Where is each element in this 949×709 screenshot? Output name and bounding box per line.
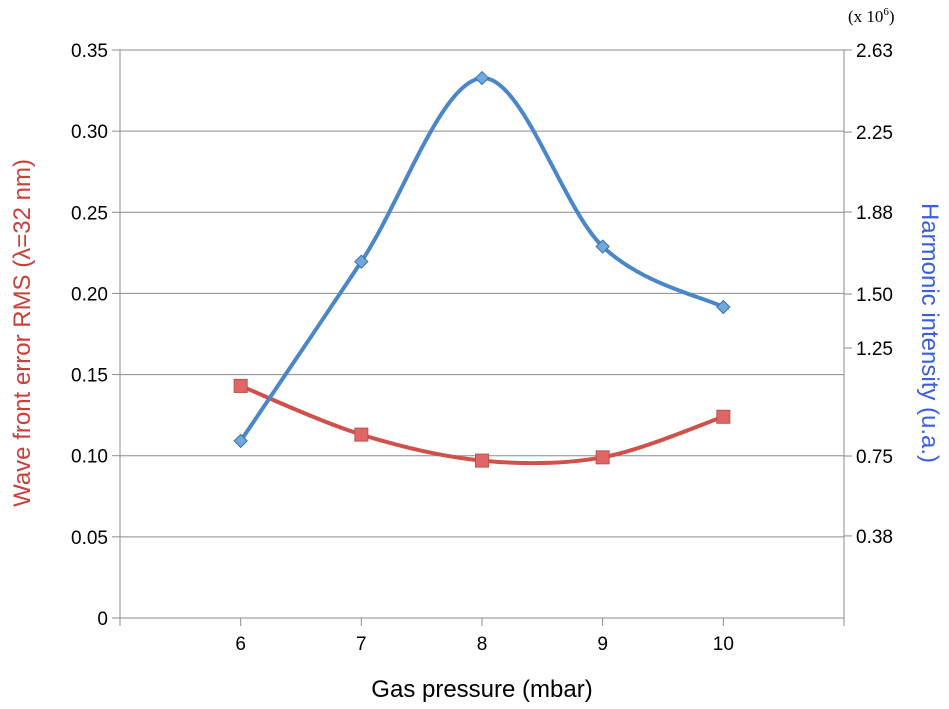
data-point [475,453,489,468]
right-tick-label: 1.25 [856,339,893,360]
left-axis-title: Wave front error RMS (λ=32 nm) [9,159,36,507]
left-tick-label: 0.20 [71,284,108,305]
left-tick-label: 0.15 [71,366,108,387]
left-tick-label: 0 [97,609,108,630]
tick-labels: 0 0.05 0.10 0.15 0.20 0.25 0.30 0.35 0.38 0.75 1.2… [71,41,893,655]
axes [112,49,852,626]
right-tick-label: 0.75 [856,447,893,468]
series-line [238,76,726,443]
series-right-axis [233,70,731,449]
left-tick-label: 0.25 [71,203,108,224]
x-tick-label: 7 [356,634,367,655]
right-tick-label: 2.25 [856,123,893,144]
left-tick-label: 0.05 [71,528,108,549]
grid-lines [120,49,844,538]
right-tick-label: 2.63 [856,41,893,62]
data-point [716,409,731,424]
x-axis-title: Gas pressure (mbar) [371,676,592,703]
data-point [233,378,248,393]
x-tick-label: 10 [713,634,734,655]
data-point [716,299,731,315]
right-axis-multiplier: (x 106) [848,6,895,26]
series-line [238,383,726,466]
data-point [233,433,248,449]
data-point [354,427,369,442]
x-tick-label: 8 [477,634,488,655]
left-tick-label: 0.30 [71,122,108,143]
right-tick-label: 0.38 [856,527,893,548]
data-point [595,450,610,465]
left-tick-label: 0.10 [71,447,108,468]
left-tick-label: 0.35 [71,41,108,62]
data-point [354,254,369,269]
x-tick-label: 6 [235,634,246,655]
right-tick-label: 1.50 [856,285,893,306]
series-left-axis [233,378,731,468]
right-axis-title: Harmonic intensity (u.a.) [916,203,943,463]
data-point [474,70,490,86]
x-tick-label: 9 [597,634,608,655]
series [233,70,731,468]
right-tick-label: 1.88 [856,203,893,224]
data-point [595,239,610,254]
